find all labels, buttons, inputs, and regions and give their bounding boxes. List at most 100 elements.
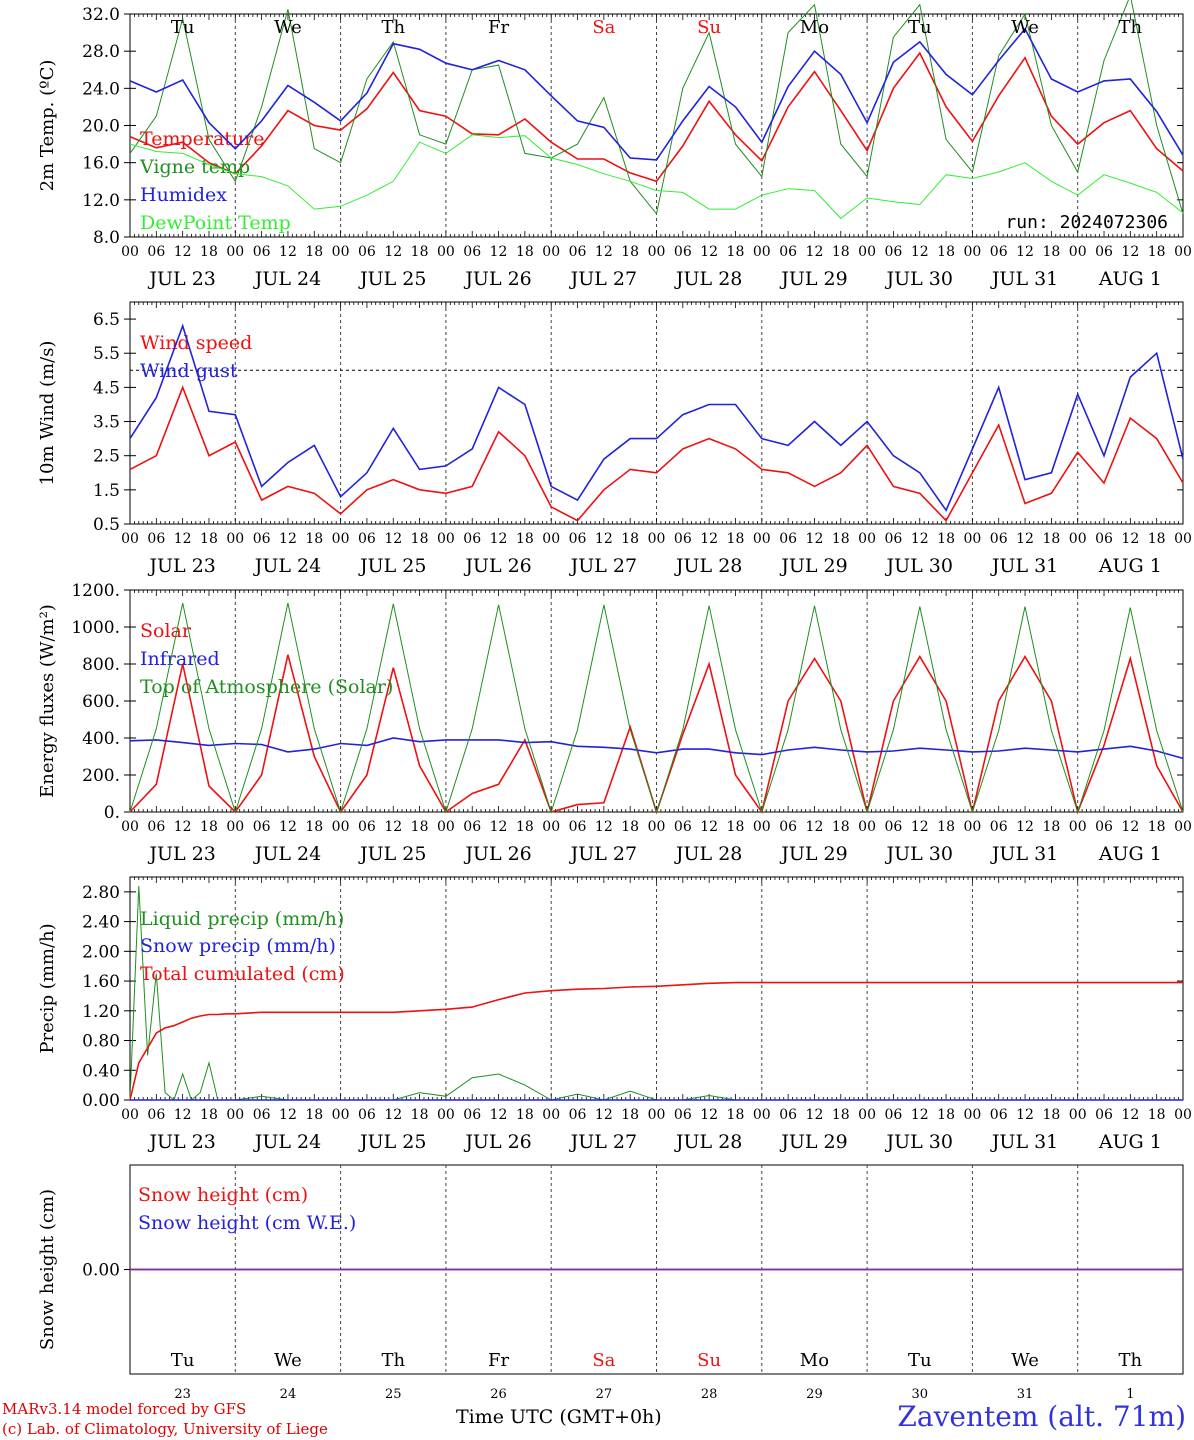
energy-hour-label: 06 (674, 819, 692, 835)
snow-weekday-label: Th (381, 1350, 405, 1371)
temp-series-humidex (129, 27, 1184, 161)
snow-weekday-label: Fr (488, 1350, 509, 1371)
energy-hour-label: 06 (147, 819, 165, 835)
wind-hour-label: 18 (727, 531, 745, 547)
precip-date-label: JUL 31 (990, 1131, 1058, 1153)
precip-date-label: JUL 27 (569, 1131, 637, 1153)
energy-date-label: JUL 31 (990, 843, 1058, 865)
wind-date-label: JUL 23 (147, 555, 215, 577)
temp-ytick-label: 12.0 (82, 191, 120, 211)
wind-hour-label: 18 (937, 531, 955, 547)
wind-hour-label: 06 (885, 531, 903, 547)
temp-series-dewpoint-temp (129, 134, 1184, 220)
precip-hour-label: 00 (858, 1107, 876, 1123)
wind-hour-label: 06 (253, 531, 271, 547)
precip-hour-label: 00 (437, 1107, 455, 1123)
temp-ytick-label: 24.0 (82, 79, 120, 99)
precip-date-label: JUL 28 (674, 1131, 742, 1153)
temp-weekday-label: Sa (592, 17, 615, 38)
energy-date-label: JUL 26 (463, 843, 531, 865)
temp-hour-label: 18 (516, 244, 534, 260)
precip-legend-total-cumulated-cm-: Total cumulated (cm) (140, 963, 345, 985)
wind-ytick-label: 2.5 (93, 447, 120, 467)
wind-hour-label: 00 (753, 531, 771, 547)
snow-day-number: 29 (806, 1387, 823, 1402)
temp-hour-label: 12 (279, 244, 297, 260)
precip-hour-label: 18 (1042, 1107, 1060, 1123)
wind-hour-label: 12 (384, 531, 402, 547)
precip-series-total-cumulated-cm- (129, 981, 1183, 1101)
wind-hour-label: 00 (1174, 531, 1192, 547)
precip-ytick-label: 2.80 (82, 883, 120, 903)
wind-hour-label: 06 (1095, 531, 1113, 547)
temp-ytick-label: 16.0 (82, 154, 120, 174)
wind-hour-label: 06 (569, 531, 587, 547)
wind-hour-label: 12 (1121, 531, 1139, 547)
temp-hour-label: 00 (753, 244, 771, 260)
energy-hour-label: 06 (990, 819, 1008, 835)
precip-legend-liquid-precip-mm-h-: Liquid precip (mm/h) (140, 908, 344, 930)
precip-ytick-label: 0.40 (82, 1061, 120, 1081)
temp-weekday-label: Tu (171, 17, 195, 38)
temp-hour-label: 18 (200, 244, 218, 260)
wind-ylabel: 10m Wind (m/s) (37, 341, 58, 486)
energy-series-infrared (129, 737, 1184, 760)
credit-line-1: MARv3.14 model forced by GFS (2, 1400, 247, 1418)
wind-date-label: JUL 24 (253, 555, 321, 577)
wind-hour-label: 00 (437, 531, 455, 547)
wind-hour-label: 00 (1069, 531, 1087, 547)
energy-legend-infrared: Infrared (140, 648, 220, 670)
snow-day-number: 31 (1017, 1387, 1034, 1402)
temp-date-label: JUL 28 (674, 268, 742, 290)
temp-weekday-label: We (274, 17, 302, 38)
temp-hour-label: 06 (885, 244, 903, 260)
precip-hour-label: 00 (1069, 1107, 1087, 1123)
energy-ytick-label: 0. (104, 803, 120, 823)
temp-hour-label: 00 (542, 244, 560, 260)
energy-ylabel: Energy fluxes (W/m²) (37, 604, 58, 798)
energy-hour-label: 06 (1095, 819, 1113, 835)
precip-ytick-label: 0.80 (82, 1032, 120, 1052)
snow-weekday-label: Th (1119, 1350, 1143, 1371)
precip-hour-label: 00 (226, 1107, 244, 1123)
precip-ytick-label: 2.40 (82, 913, 120, 933)
energy-date-label: JUL 25 (358, 843, 426, 865)
snow-weekday-label: Mo (800, 1350, 829, 1371)
energy-hour-label: 12 (911, 819, 929, 835)
temp-weekday-label: Fr (488, 17, 509, 38)
snow-ytick-label: 0.00 (82, 1261, 120, 1281)
wind-hour-label: 12 (911, 531, 929, 547)
precip-date-label: JUL 30 (885, 1131, 953, 1153)
wind-hour-label: 06 (147, 531, 165, 547)
wind-hour-label: 12 (1016, 531, 1034, 547)
snow-weekday-label: We (1011, 1350, 1039, 1371)
temp-hour-label: 12 (490, 244, 508, 260)
temp-hour-label: 06 (674, 244, 692, 260)
temp-weekday-label: We (1011, 17, 1039, 38)
snow-legend-snow-height-cm-w-e-: Snow height (cm W.E.) (138, 1212, 356, 1234)
energy-hour-label: 18 (832, 819, 850, 835)
precip-hour-label: 06 (674, 1107, 692, 1123)
energy-hour-label: 12 (384, 819, 402, 835)
wind-ytick-label: 4.5 (93, 378, 120, 398)
precip-hour-label: 18 (832, 1107, 850, 1123)
wind-ytick-label: 6.5 (93, 310, 120, 330)
precip-legend-snow-precip-mm-h-: Snow precip (mm/h) (140, 935, 336, 957)
energy-ytick-label: 600. (82, 692, 120, 712)
precip-hour-label: 06 (147, 1107, 165, 1123)
energy-hour-label: 18 (621, 819, 639, 835)
wind-hour-label: 18 (411, 531, 429, 547)
temp-hour-label: 00 (858, 244, 876, 260)
wind-hour-label: 18 (1042, 531, 1060, 547)
temp-frame (129, 13, 1184, 238)
wind-hour-label: 00 (226, 531, 244, 547)
wind-hour-label: 00 (963, 531, 981, 547)
wind-hour-label: 06 (674, 531, 692, 547)
energy-hour-label: 12 (1016, 819, 1034, 835)
energy-date-label: JUL 23 (147, 843, 215, 865)
wind-hour-label: 12 (279, 531, 297, 547)
wind-date-label: JUL 29 (779, 555, 847, 577)
snow-day-number: 26 (490, 1387, 507, 1402)
precip-hour-label: 00 (542, 1107, 560, 1123)
